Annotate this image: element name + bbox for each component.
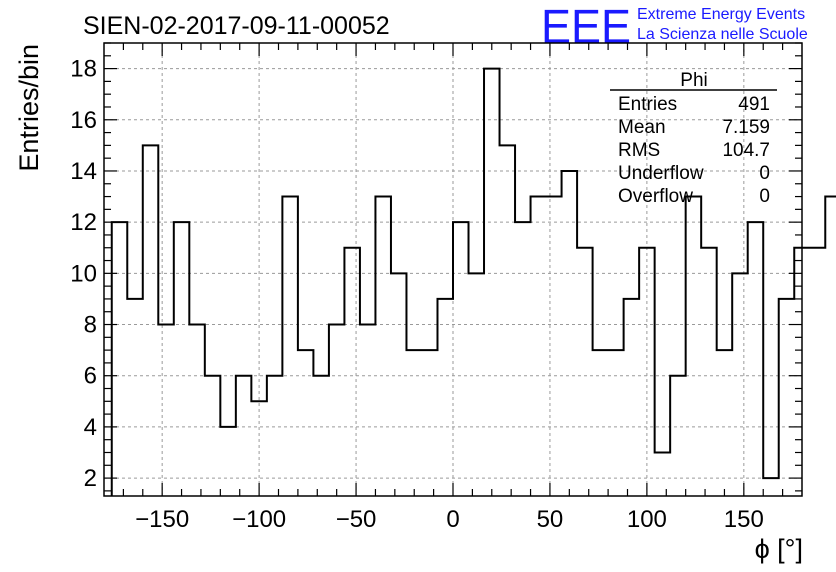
y-tick-label: 2	[84, 465, 97, 492]
stats-box: Phi Entries 491 Mean 7.159 RMS 104.7 Und…	[610, 70, 777, 207]
stats-label-entries: Entries	[618, 94, 677, 115]
stats-value-overflow: 0	[759, 186, 770, 207]
x-tick-label: 0	[446, 506, 459, 533]
y-tick-label: 4	[84, 414, 97, 441]
y-tick-label: 8	[84, 312, 97, 339]
stats-value-rms: 104.7	[722, 140, 770, 161]
stats-value-mean: 7.159	[722, 117, 770, 138]
stats-label-overflow: Overflow	[618, 186, 693, 207]
y-tick-label: 10	[70, 260, 97, 287]
x-tick-label: 150	[724, 506, 764, 533]
stats-value-underflow: 0	[759, 163, 770, 184]
stats-label-mean: Mean	[618, 117, 666, 138]
y-tick-label: 16	[70, 107, 97, 134]
y-axis-label: Entries/bin	[14, 44, 44, 172]
logo-line-1: Extreme Energy Events	[637, 6, 805, 23]
x-tick-label: 50	[537, 506, 564, 533]
y-tick-label: 12	[70, 209, 97, 236]
stats-label-underflow: Underflow	[618, 163, 704, 184]
histogram-outline	[110, 67, 836, 496]
y-tick-label: 14	[70, 158, 97, 185]
stats-title: Phi	[680, 70, 707, 91]
chart-title: SIEN-02-2017-09-11-00052	[83, 12, 390, 40]
y-tick-label: 18	[70, 56, 97, 83]
eee-logo-text: EEE	[541, 1, 631, 54]
stats-label-rms: RMS	[618, 140, 660, 161]
stats-value-entries: 491	[738, 94, 770, 115]
logo-line-2: La Scienza nelle Scuole	[637, 26, 808, 43]
y-tick-label: 6	[84, 363, 97, 390]
x-axis-ticks: −150 −100 −50 0 50 100 150	[122, 43, 784, 533]
x-tick-label: 100	[627, 506, 667, 533]
y-axis-ticks: 2 4 6 8 10 12 14 16 18	[70, 42, 802, 492]
x-axis-label: ϕ [°]	[755, 534, 803, 564]
x-tick-label: −150	[135, 506, 189, 533]
x-tick-label: −100	[232, 506, 286, 533]
x-tick-label: −50	[336, 506, 377, 533]
